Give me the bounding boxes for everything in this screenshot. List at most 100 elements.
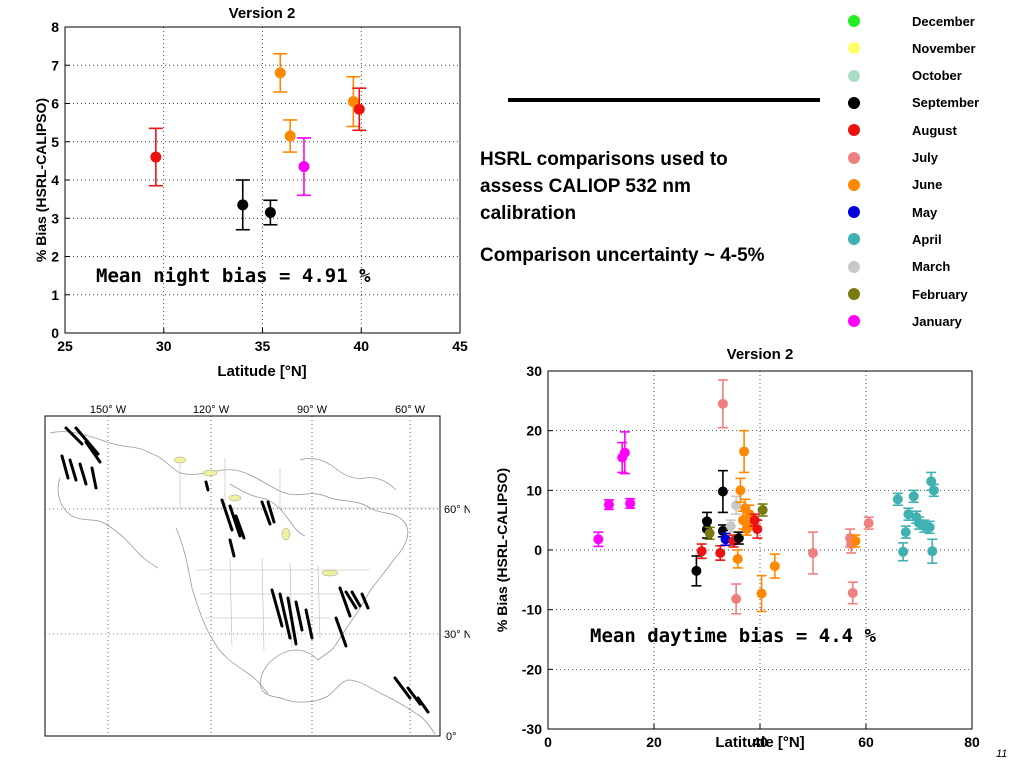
legend-item-june: June <box>848 175 942 195</box>
marker <box>769 561 780 572</box>
data-point-september <box>235 179 250 231</box>
data-points <box>148 52 367 231</box>
x-tick-label: 35 <box>255 338 271 354</box>
legend-marker <box>848 315 860 328</box>
lon-label-150w: 150° W <box>90 404 127 416</box>
legend-item-january: January <box>848 311 962 331</box>
data-point-august <box>148 127 163 187</box>
legend-label: March <box>912 259 951 275</box>
y-tick-label: 0 <box>534 542 542 558</box>
data-point-april <box>898 542 909 562</box>
y-tick-label: 2 <box>51 249 59 265</box>
legend-marker <box>848 42 860 55</box>
data-point-june <box>735 477 746 504</box>
data-point-june <box>850 534 861 548</box>
marker <box>739 446 750 457</box>
heading-line-2: assess CALIOP 532 nm <box>480 176 691 197</box>
data-point-june <box>732 549 743 569</box>
y-tick-label: 3 <box>51 210 59 226</box>
data-point-september <box>263 199 278 226</box>
data-point-april <box>900 525 911 539</box>
y-tick-label: -10 <box>522 602 542 618</box>
marker <box>691 565 702 576</box>
legend-marker <box>848 178 860 191</box>
marker <box>702 516 712 527</box>
marker <box>593 534 604 545</box>
legend-item-february: February <box>848 284 968 304</box>
legend-item-october: October <box>848 66 962 86</box>
marker <box>908 491 919 502</box>
data-point-september <box>691 555 702 587</box>
lat-label-0: 0° <box>446 731 457 743</box>
marker <box>757 505 768 516</box>
lon-label-60w: 60° W <box>395 404 426 416</box>
legend-marker <box>848 124 860 137</box>
lat-label-30n: 30° N <box>444 629 470 641</box>
legend-item-november: November <box>848 38 976 58</box>
heading-text: HSRL comparisons used to assess CALIOP 5… <box>480 146 728 227</box>
marker <box>924 522 935 533</box>
data-point-july <box>717 379 728 429</box>
data-point-april <box>928 483 939 498</box>
data-point-june <box>283 119 298 153</box>
marker <box>863 518 874 529</box>
legend-label: August <box>912 122 957 138</box>
data-point-february <box>704 526 715 541</box>
marker <box>704 528 715 539</box>
flight-tracks <box>60 426 430 714</box>
legend-label: December <box>912 13 975 29</box>
coastlines <box>49 431 436 735</box>
marker <box>717 398 728 409</box>
data-point-july <box>847 581 858 605</box>
data-point-september <box>733 531 744 545</box>
legend-label: September <box>912 95 980 111</box>
map-gridlines <box>45 416 440 736</box>
data-point-january <box>625 497 636 510</box>
y-tick-label: 7 <box>51 57 59 73</box>
y-tick-label: 10 <box>526 482 542 498</box>
y-tick-label: 0 <box>51 325 59 341</box>
marker <box>725 521 736 532</box>
grid <box>65 27 460 333</box>
x-tick-label: 40 <box>752 734 768 750</box>
data-point-january <box>593 531 604 548</box>
marker <box>298 161 310 173</box>
data-point-january <box>603 499 614 511</box>
y-tick-label: 4 <box>51 172 59 188</box>
legend-item-september: September <box>848 93 979 113</box>
legend-label: January <box>912 313 962 329</box>
grid <box>548 371 972 729</box>
legend-item-may: May <box>848 202 937 222</box>
data-point-march <box>725 519 736 533</box>
marker <box>903 509 914 520</box>
legend-label: February <box>912 286 968 302</box>
x-tick-label: 30 <box>156 338 172 354</box>
legend-marker <box>848 288 860 300</box>
marker <box>720 534 731 545</box>
legend-label: July <box>912 150 939 165</box>
marker <box>274 67 286 79</box>
marker <box>603 499 614 510</box>
x-axis-label: Latitude [°N] <box>217 363 306 380</box>
legend-marker <box>848 96 860 109</box>
data-point-april <box>892 492 903 507</box>
marker <box>237 199 249 211</box>
legend-marker <box>848 151 860 164</box>
lakes <box>173 456 339 577</box>
data-point-july <box>808 531 818 575</box>
legend-item-april: April <box>848 229 942 249</box>
day-bias-chart: Version 2 0 20 40 60 80 -30 -20 -10 0 10 20 30 Lati… <box>494 346 980 751</box>
data-point-may <box>720 532 731 547</box>
marker <box>715 547 726 558</box>
legend-item-december: December <box>848 11 975 31</box>
legend-label: May <box>912 204 938 220</box>
legend-item-march: March <box>848 257 950 277</box>
x-axis-label: Latitude [°N] <box>715 734 804 751</box>
y-tick-label: 8 <box>51 19 59 35</box>
marker <box>264 207 276 219</box>
chart-annotation: Mean daytime bias = 4.4 % <box>590 625 877 647</box>
legend-marker <box>848 69 860 82</box>
marker <box>150 151 162 163</box>
data-point-july <box>863 516 874 530</box>
